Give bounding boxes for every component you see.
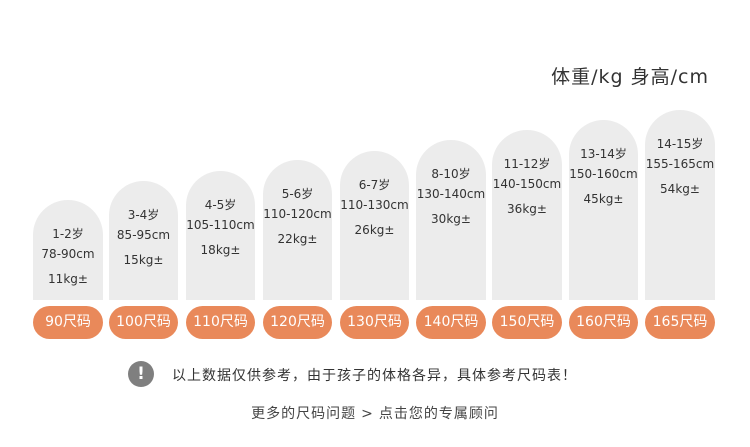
size-card-background (416, 140, 486, 300)
size-label-button[interactable]: 160尺码 (569, 306, 638, 339)
size-card-background (340, 151, 409, 300)
height-range-text: 155-165cm (645, 157, 715, 171)
more-size-help-link[interactable]: 更多的尺码问题 > 点击您的专属顾问 (0, 403, 750, 423)
size-column: 6-7岁 110-130cm 26kg± (340, 151, 409, 300)
height-range-text: 105-110cm (186, 218, 255, 232)
contact-advisor-text: 点击您的专属顾问 (378, 406, 499, 422)
size-label-button[interactable]: 110尺码 (186, 306, 255, 339)
weight-text: 18kg± (200, 243, 241, 257)
size-card-background (569, 120, 638, 300)
more-size-questions-text: 更多的尺码问题 (251, 406, 357, 422)
size-label-button[interactable]: 165尺码 (645, 306, 715, 339)
size-column: 13-14岁 150-160cm 45kg± (569, 120, 638, 300)
age-range-text: 11-12岁 (503, 157, 551, 171)
size-label-button[interactable]: 90尺码 (33, 306, 103, 339)
size-label-button[interactable]: 120尺码 (263, 306, 332, 339)
age-range-text: 13-14岁 (580, 147, 627, 161)
size-card-background (492, 130, 562, 300)
exclamation-icon: ! (128, 361, 154, 387)
height-range-text: 110-130cm (340, 198, 409, 212)
weight-text: 15kg± (123, 253, 164, 267)
size-column: 3-4岁 85-95cm 15kg± (109, 181, 178, 300)
size-column: 8-10岁 130-140cm 30kg± (416, 140, 486, 300)
size-column: 4-5岁 105-110cm 18kg± (186, 171, 255, 300)
height-range-text: 85-95cm (116, 228, 171, 242)
size-column: 1-2岁 78-90cm 11kg± (33, 200, 103, 300)
weight-text: 11kg± (48, 272, 88, 286)
size-chart-title: 体重/kg 身高/cm (551, 66, 709, 88)
age-range-text: 6-7岁 (358, 178, 391, 192)
age-range-text: 8-10岁 (431, 167, 471, 181)
height-range-text: 78-90cm (41, 247, 95, 261)
size-label-button[interactable]: 100尺码 (109, 306, 178, 339)
weight-text: 30kg± (431, 212, 471, 226)
size-label-button[interactable]: 150尺码 (492, 306, 562, 339)
notice-text: 以上数据仅供参考，由于孩子的体格各异，具体参考尺码表！ (172, 368, 577, 384)
weight-text: 45kg± (583, 192, 624, 206)
weight-text: 26kg± (354, 223, 395, 237)
size-column: 11-12岁 140-150cm 36kg± (492, 130, 562, 300)
age-range-text: 1-2岁 (52, 227, 84, 241)
age-range-text: 4-5岁 (204, 198, 237, 212)
height-range-text: 140-150cm (492, 177, 562, 191)
weight-text: 54kg± (660, 182, 700, 196)
notice-row: ! 以上数据仅供参考，由于孩子的体格各异，具体参考尺码表！ (0, 358, 750, 390)
weight-text: 36kg± (507, 202, 547, 216)
weight-text: 22kg± (277, 232, 318, 246)
height-range-text: 150-160cm (569, 167, 638, 181)
size-label-button[interactable]: 130尺码 (340, 306, 409, 339)
size-card-background (109, 181, 178, 300)
height-range-text: 110-120cm (263, 207, 332, 221)
size-column: 14-15岁 155-165cm 54kg± (645, 110, 715, 300)
age-range-text: 5-6岁 (281, 187, 314, 201)
size-label-button[interactable]: 140尺码 (416, 306, 486, 339)
size-column: 5-6岁 110-120cm 22kg± (263, 160, 332, 300)
age-range-text: 14-15岁 (656, 137, 704, 151)
chevron-right-icon: > (361, 406, 374, 422)
size-card-background (33, 200, 103, 300)
size-card-background (186, 171, 255, 300)
height-range-text: 130-140cm (416, 187, 486, 201)
age-range-text: 3-4岁 (127, 208, 160, 222)
size-card-background (645, 110, 715, 300)
size-card-background (263, 160, 332, 300)
